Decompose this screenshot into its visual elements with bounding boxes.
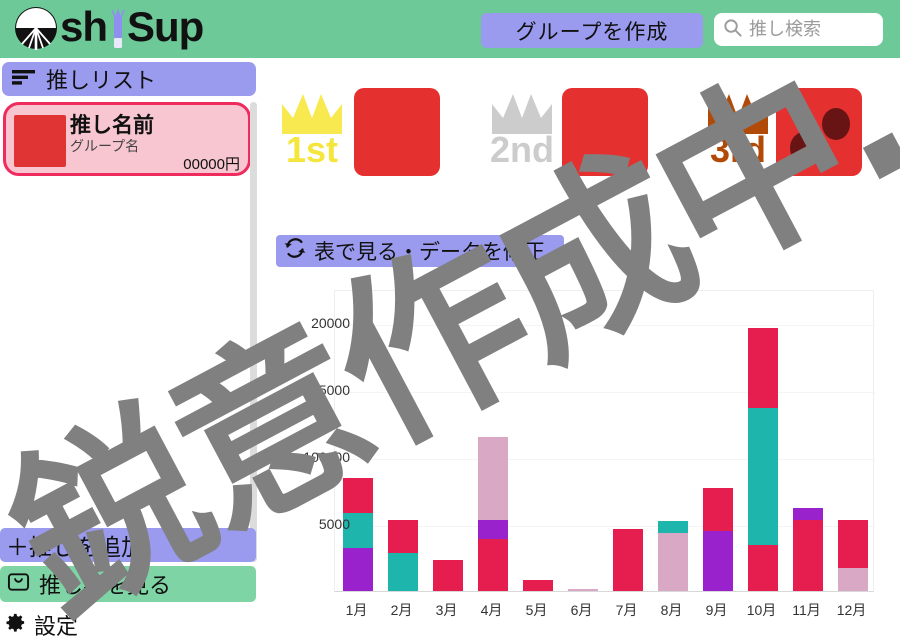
chart-gridline xyxy=(335,324,875,326)
chart-bar-segment xyxy=(792,507,823,520)
chart-bar[interactable] xyxy=(387,519,418,591)
chart-bar-segment xyxy=(522,580,553,591)
chart-bar-segment xyxy=(657,521,688,534)
chart-gridline xyxy=(335,458,875,460)
sidebar-scrollbar[interactable] xyxy=(250,102,257,562)
chart-bar-segment xyxy=(387,553,418,591)
chart-y-tick-label: 100000 xyxy=(303,448,350,465)
app-header: sh Sup グループを作成 xyxy=(0,0,900,58)
app-logo[interactable]: sh Sup xyxy=(14,2,204,52)
oshi-card[interactable]: 推し名前 グループ名 00000円 xyxy=(3,102,251,176)
oshi-list-header[interactable]: 推しリスト xyxy=(2,62,256,96)
chart-x-tick-label: 6月 xyxy=(570,602,593,618)
chart-bar-segment xyxy=(657,533,688,591)
settings-button[interactable]: 設定 xyxy=(4,608,174,640)
chart-bar-segment xyxy=(342,513,373,549)
chart-x-tick-label: 3月 xyxy=(435,602,458,618)
chart-bar-segment xyxy=(792,519,823,591)
chart-x-tick-label: 5月 xyxy=(525,602,548,618)
gear-icon xyxy=(4,611,27,640)
rank-label: 2nd xyxy=(490,129,555,170)
chart-bar-segment xyxy=(702,487,733,531)
rank-label: 3rd xyxy=(709,129,767,170)
chart-bar-segment xyxy=(702,530,733,591)
search-icon xyxy=(723,18,742,42)
search-box[interactable] xyxy=(714,13,883,46)
chart-plot-area xyxy=(334,290,875,592)
view-table-edit-data-button[interactable]: 表で見る・データを修正 xyxy=(276,235,564,267)
chart-y-tick-label: 15000 xyxy=(311,381,350,398)
chart-x-tick-label: 9月 xyxy=(705,602,728,618)
chart-gridline xyxy=(335,525,875,527)
create-group-button[interactable]: グループを作成 xyxy=(481,13,703,48)
rank-image-2nd[interactable] xyxy=(562,88,648,176)
crown-icon xyxy=(490,88,554,141)
add-oshi-label: ＋推しを追加 xyxy=(6,534,144,560)
chart-y-tick-label: 20000 xyxy=(311,314,350,331)
oshi-thumbnail xyxy=(14,115,66,167)
chart-x-tick-label: 4月 xyxy=(480,602,503,618)
chart-gridline xyxy=(335,391,875,393)
view-table-edit-data-label: 表で見る・データを修正 xyxy=(314,241,545,264)
crown-icon xyxy=(280,88,344,141)
logo-text-before: sh xyxy=(60,3,108,50)
chart-bar[interactable] xyxy=(702,487,733,591)
add-oshi-button[interactable]: ＋推しを追加 xyxy=(0,528,256,562)
chart-bar-segment xyxy=(342,478,373,514)
chart-x-tick-label: 7月 xyxy=(615,602,638,618)
chart-y-tick-label: 5000 xyxy=(318,515,350,532)
chart-bar-segment xyxy=(432,560,463,591)
chart-bar[interactable] xyxy=(567,589,598,591)
chart-bar[interactable] xyxy=(342,478,373,591)
chart-bar[interactable] xyxy=(612,529,643,591)
chart-x-tick-label: 1月 xyxy=(345,602,368,618)
chart-bar[interactable] xyxy=(747,327,778,591)
view-amount-button[interactable]: 推し額を見る xyxy=(0,566,256,602)
box-icon xyxy=(7,570,30,599)
chart-bar-segment xyxy=(612,529,643,591)
chart-x-tick-label: 8月 xyxy=(660,602,683,618)
parasol-icon xyxy=(14,2,60,52)
chart-bar-segment xyxy=(747,408,778,546)
chart-bar[interactable] xyxy=(477,436,508,591)
rank-image-3rd[interactable] xyxy=(776,88,862,176)
chart-bar-segment xyxy=(747,327,778,409)
search-input[interactable] xyxy=(749,19,874,40)
chart-bar[interactable] xyxy=(432,560,463,591)
ranking-row: 1st 2nd 3rd xyxy=(258,58,900,213)
chart-bar-segment xyxy=(477,538,508,591)
chart-x-tick-label: 12月 xyxy=(836,602,867,618)
oshi-name: 推し名前 xyxy=(70,114,154,137)
chart-bar[interactable] xyxy=(522,580,553,591)
penlight-icon xyxy=(107,2,127,52)
chart-bar-segment xyxy=(837,519,868,569)
chart-bar-segment xyxy=(477,519,508,539)
chart-bar[interactable] xyxy=(657,521,688,591)
chart-bar-segment xyxy=(387,519,418,554)
sidebar: 推しリスト 推し名前 グループ名 00000円 ＋推しを追加 推し額を見る xyxy=(0,58,258,640)
crown-icon xyxy=(706,88,770,141)
chart-x-tick-label: 2月 xyxy=(390,602,413,618)
chart-x-tick-label: 10月 xyxy=(746,602,777,618)
oshi-amount: 00000円 xyxy=(183,156,240,173)
chart-bar[interactable] xyxy=(792,507,823,591)
refresh-icon xyxy=(282,236,308,266)
oshi-group-name: グループ名 xyxy=(70,138,140,154)
settings-label: 設定 xyxy=(34,614,79,639)
logo-text-after: Sup xyxy=(127,3,204,50)
rank-label: 1st xyxy=(285,129,339,170)
chart-x-tick-label: 11月 xyxy=(792,602,821,618)
chart-bar-segment xyxy=(477,436,508,520)
chart-bar-segment xyxy=(747,545,778,591)
list-filter-icon xyxy=(12,68,36,91)
spending-bar-chart: 5000 100000 15000 20000 1月 2月 3月 4月 5月 6月 7月 8月 9月 10… xyxy=(262,288,900,640)
view-amount-label: 推し額を見る xyxy=(39,573,172,598)
chart-bar[interactable] xyxy=(837,519,868,591)
chart-bar-segment xyxy=(837,568,868,591)
oshi-list-header-label: 推しリスト xyxy=(46,68,157,93)
rank-image-1st[interactable] xyxy=(354,88,440,176)
chart-bar-segment xyxy=(567,589,598,591)
chart-bar-segment xyxy=(342,548,373,591)
